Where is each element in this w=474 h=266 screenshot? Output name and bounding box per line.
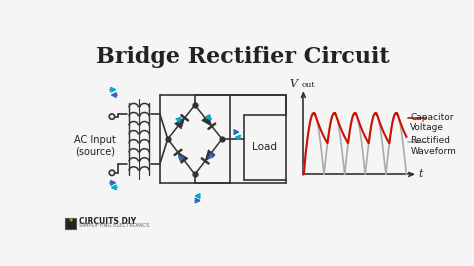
Polygon shape xyxy=(205,150,215,161)
Text: Capacitor
Voltage: Capacitor Voltage xyxy=(410,113,454,132)
Bar xyxy=(244,115,285,180)
Text: *: * xyxy=(69,218,73,227)
Text: Load: Load xyxy=(252,142,277,152)
Text: AC Input
(source): AC Input (source) xyxy=(74,135,116,157)
Polygon shape xyxy=(202,115,212,126)
Polygon shape xyxy=(174,118,185,129)
Text: Bridge Rectifier Circuit: Bridge Rectifier Circuit xyxy=(96,46,390,68)
Polygon shape xyxy=(178,152,188,164)
Text: CIRCUITS DIY: CIRCUITS DIY xyxy=(80,217,137,226)
Text: SIMPLIFYING ELECTRONICS: SIMPLIFYING ELECTRONICS xyxy=(80,223,150,228)
Text: V: V xyxy=(289,79,297,89)
Text: t: t xyxy=(418,169,423,179)
Text: out: out xyxy=(302,81,316,89)
Text: Rectified
Waveform: Rectified Waveform xyxy=(410,136,456,156)
Bar xyxy=(65,218,76,229)
